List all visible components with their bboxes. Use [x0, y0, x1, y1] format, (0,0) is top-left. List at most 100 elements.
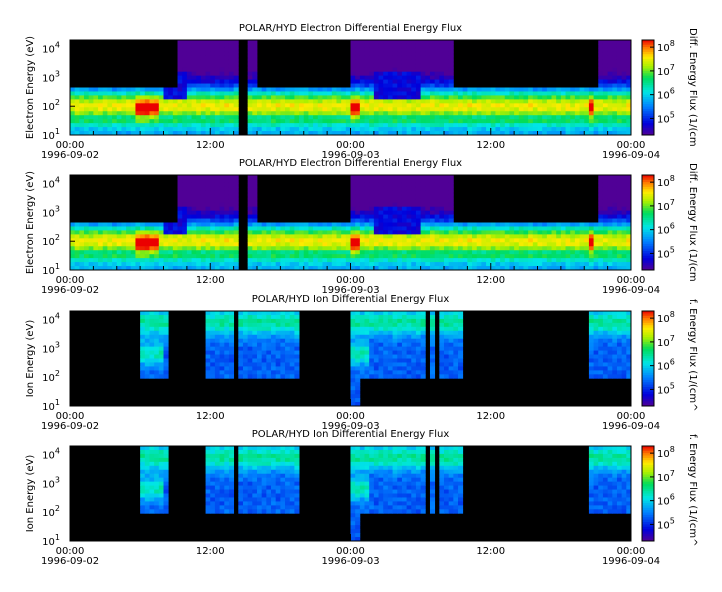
heatmap-cell: [79, 111, 85, 116]
heatmap-cell: [88, 242, 94, 247]
colorbar-tick-exponent: 8: [670, 39, 675, 48]
heatmap-cell: [387, 374, 393, 379]
heatmap-cell: [98, 111, 104, 116]
heatmap-cell: [537, 222, 543, 227]
heatmap-cell: [364, 370, 370, 375]
heatmap-cell: [327, 254, 333, 259]
heatmap-cell: [383, 198, 389, 204]
heatmap-cell: [439, 178, 445, 184]
heatmap-cell: [598, 95, 604, 100]
heatmap-cell: [602, 206, 609, 212]
heatmap-cell: [542, 107, 548, 112]
heatmap-cell: [448, 67, 454, 73]
heatmap-cell: [355, 322, 361, 328]
heatmap-cell: [490, 95, 496, 100]
heatmap-cell: [401, 266, 408, 271]
heatmap-cell: [163, 123, 169, 128]
heatmap-cell: [341, 107, 347, 112]
heatmap-cell: [345, 250, 351, 255]
heatmap-cell: [500, 119, 506, 124]
heatmap-cell: [186, 266, 192, 271]
heatmap-cell: [387, 99, 393, 104]
heatmap-cell: [434, 83, 440, 88]
heatmap-cell: [126, 91, 132, 96]
heatmap-cell: [294, 362, 300, 367]
heatmap-cell: [196, 127, 202, 132]
heatmap-cell: [271, 87, 277, 92]
heatmap-cell: [252, 194, 258, 200]
heatmap-cell: [551, 107, 557, 112]
heatmap-cell: [607, 342, 613, 348]
heatmap-cell: [191, 202, 197, 208]
heatmap-cell: [242, 330, 249, 336]
heatmap-cell: [373, 214, 379, 219]
heatmap-cell: [453, 346, 459, 351]
heatmap-cell: [214, 370, 220, 375]
heatmap-cell: [191, 103, 197, 108]
heatmap-cell: [453, 262, 459, 267]
heatmap-cell: [317, 254, 323, 259]
heatmap-cell: [303, 254, 309, 259]
heatmap-cell: [345, 123, 351, 128]
heatmap-cell: [196, 67, 202, 73]
heatmap-cell: [616, 95, 623, 100]
heatmap-cell: [486, 246, 492, 251]
heatmap-cell: [378, 59, 384, 65]
heatmap-cell: [481, 103, 487, 108]
heatmap-cell: [74, 91, 80, 96]
heatmap-cell: [415, 214, 422, 219]
heatmap-cell: [378, 206, 384, 212]
heatmap-cell: [107, 103, 113, 108]
heatmap-cell: [439, 119, 445, 124]
heatmap-cell: [200, 59, 206, 65]
heatmap-cell: [476, 127, 482, 132]
heatmap-cell: [247, 202, 253, 208]
heatmap-cell: [528, 127, 534, 132]
heatmap-cell: [163, 342, 169, 348]
heatmap-cell: [626, 111, 632, 116]
heatmap-cell: [495, 226, 501, 231]
heatmap-cell: [266, 103, 272, 108]
heatmap-cell: [598, 234, 604, 239]
heatmap-cell: [154, 350, 160, 355]
heatmap-cell: [261, 370, 267, 375]
heatmap-cell: [411, 266, 417, 271]
heatmap-cell: [317, 250, 323, 255]
heatmap-cell: [593, 314, 599, 320]
heatmap-cell: [341, 127, 347, 132]
heatmap-cell: [247, 366, 253, 371]
heatmap-cell: [154, 111, 160, 116]
heatmap-cell: [70, 226, 76, 231]
heatmap-cell: [238, 374, 244, 379]
heatmap-cell: [261, 366, 267, 371]
heatmap-cell: [275, 366, 281, 371]
heatmap-cell: [401, 262, 408, 267]
heatmap-cell: [439, 326, 445, 332]
heatmap-cell: [154, 374, 160, 379]
heatmap-cell: [364, 258, 370, 263]
heatmap-cell: [70, 258, 76, 263]
heatmap-cell: [579, 127, 585, 132]
heatmap-cell: [210, 123, 216, 128]
heatmap-cell: [401, 318, 408, 324]
heatmap-cell: [397, 111, 403, 116]
heatmap-cell: [387, 222, 393, 227]
heatmap-cell: [434, 67, 440, 73]
heatmap-cell: [313, 254, 319, 259]
heatmap-cell: [172, 238, 178, 243]
heatmap-cell: [612, 47, 618, 53]
heatmap-cell: [364, 354, 370, 359]
heatmap-cell: [612, 99, 618, 104]
heatmap-cell: [135, 87, 141, 92]
heatmap-cell: [228, 91, 235, 96]
heatmap-cell: [392, 182, 398, 188]
heatmap-cell: [107, 95, 113, 100]
heatmap-cell: [612, 119, 618, 124]
heatmap-cell: [602, 370, 609, 375]
heatmap-cell: [364, 214, 370, 219]
heatmap-cell: [238, 322, 244, 328]
heatmap-cell: [514, 222, 520, 227]
heatmap-cell: [228, 330, 235, 336]
heatmap-cell: [458, 99, 464, 104]
heatmap-cell: [612, 250, 618, 255]
